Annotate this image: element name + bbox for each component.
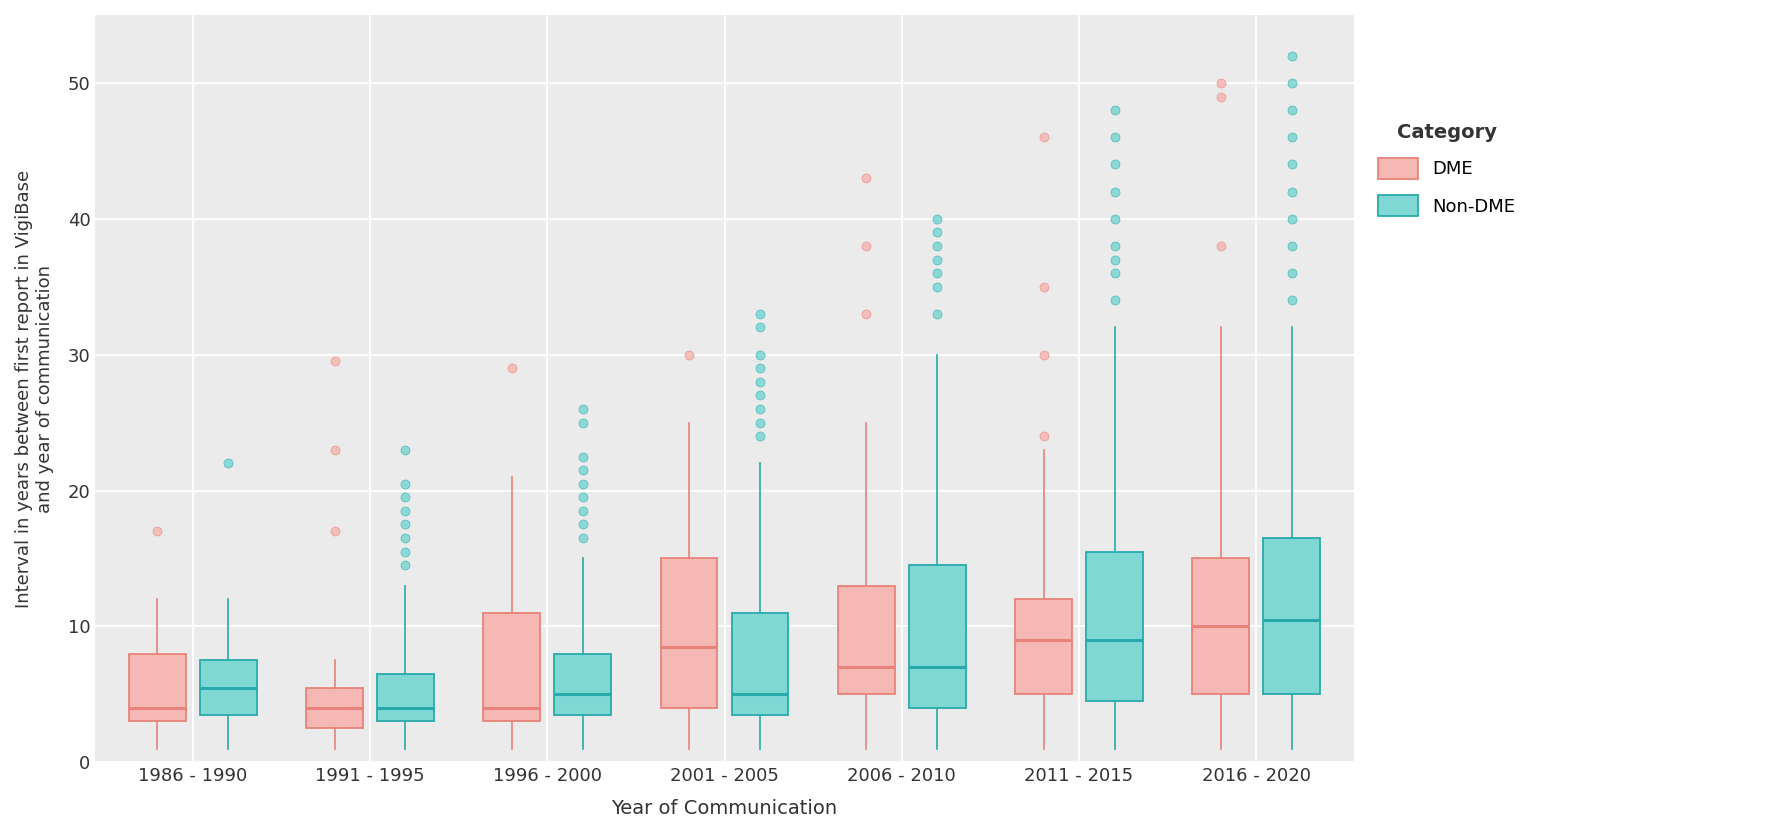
Bar	[731, 613, 788, 715]
Bar	[660, 558, 717, 708]
Bar	[483, 613, 540, 721]
Legend: DME, Non-DME: DME, Non-DME	[1370, 113, 1524, 225]
Bar	[554, 654, 611, 715]
Bar	[908, 566, 966, 708]
Bar	[200, 661, 257, 715]
Bar	[1016, 599, 1073, 695]
Bar	[129, 654, 186, 721]
X-axis label: Year of Communication: Year of Communication	[611, 799, 837, 818]
Bar	[837, 586, 894, 695]
Bar	[1087, 551, 1143, 701]
Bar	[1264, 538, 1320, 695]
Bar	[306, 687, 363, 728]
Bar	[1193, 558, 1250, 695]
Y-axis label: Interval in years between first report in VigiBase
and year of communication: Interval in years between first report i…	[14, 170, 53, 608]
Bar	[377, 674, 434, 721]
